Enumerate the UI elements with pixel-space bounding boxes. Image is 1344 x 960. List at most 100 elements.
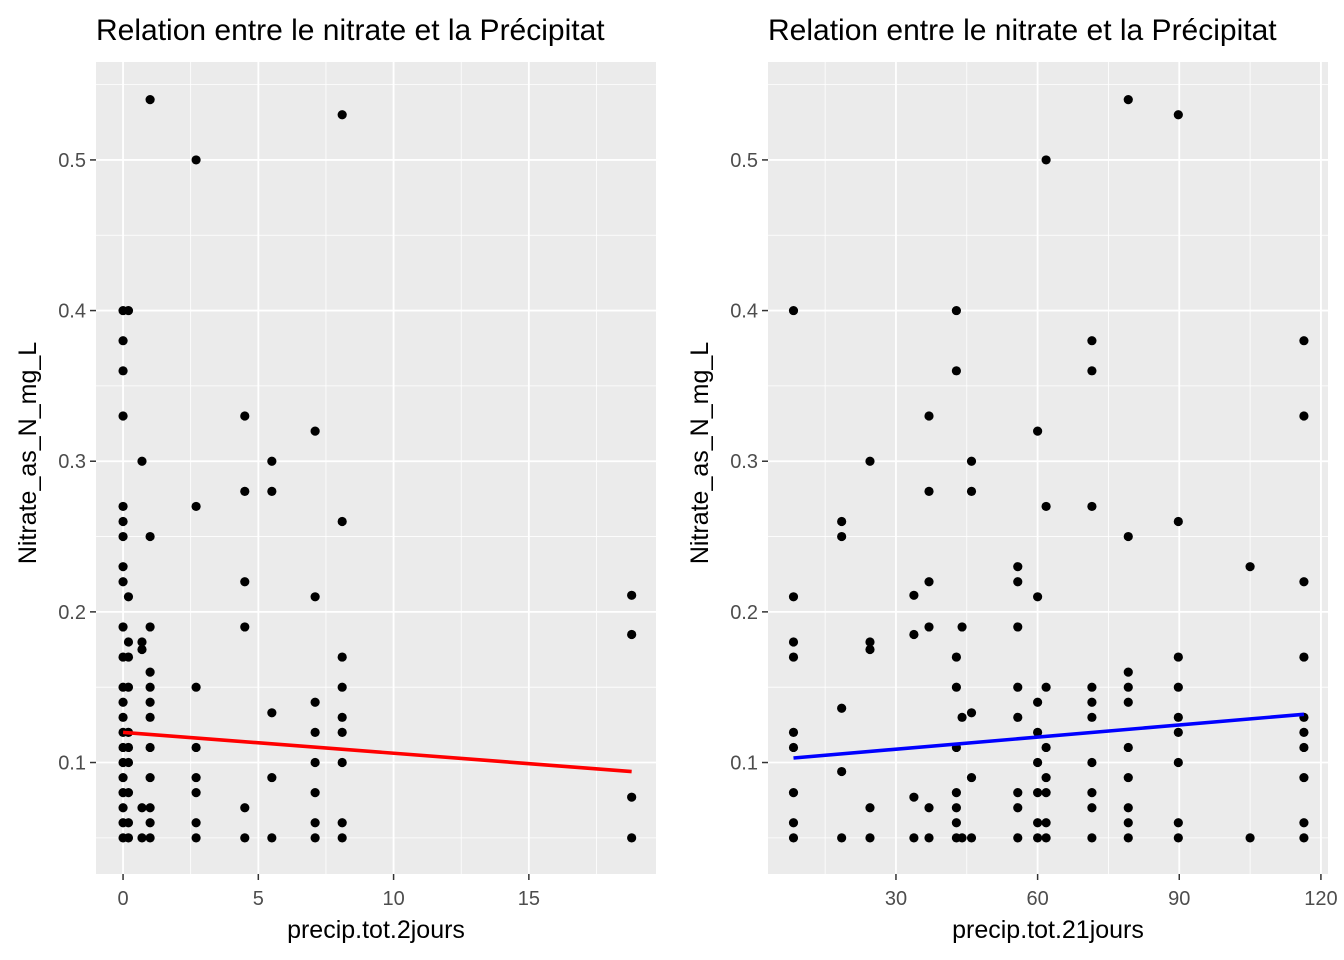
right-data-point [1013, 577, 1023, 587]
left-data-point [310, 833, 320, 843]
right-panel: Relation entre le nitrate et la Précipit… [686, 14, 1338, 944]
left-data-point [118, 336, 128, 346]
right-data-point [1087, 336, 1097, 346]
left-data-point [118, 562, 128, 572]
right-data-point [1013, 682, 1023, 692]
right-x-axis-title: precip.tot.21jours [952, 916, 1144, 944]
right-plot-background [768, 62, 1328, 874]
right-data-point [1013, 622, 1023, 632]
right-data-point [1123, 531, 1133, 542]
right-data-point [966, 708, 977, 718]
right-data-point [1033, 697, 1043, 707]
right-data-point [1173, 757, 1183, 768]
left-x-tick-label: 5 [253, 888, 264, 910]
left-data-point [118, 531, 128, 542]
right-data-point [1299, 411, 1309, 421]
left-y-tick-label: 0.5 [58, 150, 86, 172]
right-data-point [957, 833, 967, 843]
left-data-point [267, 456, 277, 466]
right-data-point [837, 703, 847, 713]
right-data-point [1087, 788, 1097, 798]
left-y-tick-label: 0.1 [58, 753, 86, 775]
right-data-point [966, 456, 977, 466]
right-data-point [1173, 652, 1183, 662]
right-y-tick-label: 0.2 [730, 602, 758, 624]
left-data-point [627, 590, 637, 600]
right-data-point [788, 652, 799, 662]
left-data-point [123, 682, 134, 692]
right-data-point [1013, 833, 1023, 843]
right-data-point [837, 833, 847, 843]
right-data-point [1299, 652, 1309, 662]
right-data-point [1123, 682, 1133, 692]
right-data-point [788, 637, 799, 647]
right-data-point [1123, 667, 1133, 677]
left-data-point [337, 110, 347, 120]
right-data-point [788, 727, 799, 737]
left-data-point [145, 712, 155, 722]
left-data-point [118, 622, 128, 632]
right-data-point [966, 772, 977, 783]
right-data-point [951, 682, 961, 692]
left-data-point [123, 818, 134, 828]
left-data-point [240, 833, 250, 843]
right-data-point [909, 590, 919, 600]
left-data-point [337, 712, 347, 722]
left-data-point [627, 629, 637, 640]
right-x-tick-label: 60 [1026, 888, 1048, 910]
right-data-point [924, 411, 934, 421]
left-data-point [118, 803, 128, 813]
right-data-point [1299, 727, 1309, 737]
left-data-point [191, 742, 201, 753]
left-data-point [145, 818, 155, 828]
right-data-point [1041, 742, 1051, 753]
right-data-point [1299, 833, 1309, 843]
left-data-point [240, 577, 250, 587]
left-data-point [267, 833, 277, 843]
right-data-point [865, 637, 875, 647]
right-data-point [1087, 833, 1097, 843]
right-data-point [1173, 516, 1183, 527]
right-data-point [788, 305, 799, 316]
right-data-point [1299, 742, 1309, 753]
right-data-point [1245, 562, 1255, 572]
right-data-point [1041, 155, 1051, 165]
right-data-point [1041, 772, 1051, 783]
right-data-point [1299, 577, 1309, 587]
left-data-point [337, 652, 347, 662]
right-data-point [1013, 712, 1023, 722]
left-data-point [145, 682, 155, 692]
left-data-point [118, 772, 128, 783]
right-x-tick-label: 120 [1304, 888, 1337, 910]
left-x-axis-title: precip.tot.2jours [287, 916, 465, 944]
right-data-point [1123, 803, 1133, 813]
right-y-tick-label: 0.4 [730, 301, 758, 323]
right-data-point [788, 833, 799, 843]
right-x-tick-label: 90 [1168, 888, 1190, 910]
right-data-point [951, 366, 961, 376]
left-data-point [191, 788, 201, 798]
left-data-point [145, 667, 155, 677]
left-data-point [627, 833, 637, 843]
right-data-point [1033, 788, 1043, 798]
left-data-point [145, 531, 155, 542]
left-data-point [123, 833, 134, 843]
left-data-point [191, 772, 201, 783]
left-data-point [191, 501, 201, 512]
left-data-point [310, 818, 320, 828]
left-x-tick-label: 0 [117, 888, 128, 910]
right-data-point [1123, 697, 1133, 707]
right-y-tick-label: 0.3 [730, 451, 758, 473]
left-data-point [145, 803, 155, 813]
right-data-point [957, 712, 967, 722]
right-data-point [1087, 712, 1097, 722]
right-data-point [1033, 818, 1043, 828]
right-data-point [837, 531, 847, 542]
right-data-point [966, 486, 977, 496]
right-data-point [1245, 833, 1255, 843]
right-data-point [951, 788, 961, 798]
right-data-point [1123, 772, 1133, 783]
right-data-point [957, 622, 967, 632]
right-data-point [1041, 501, 1051, 512]
